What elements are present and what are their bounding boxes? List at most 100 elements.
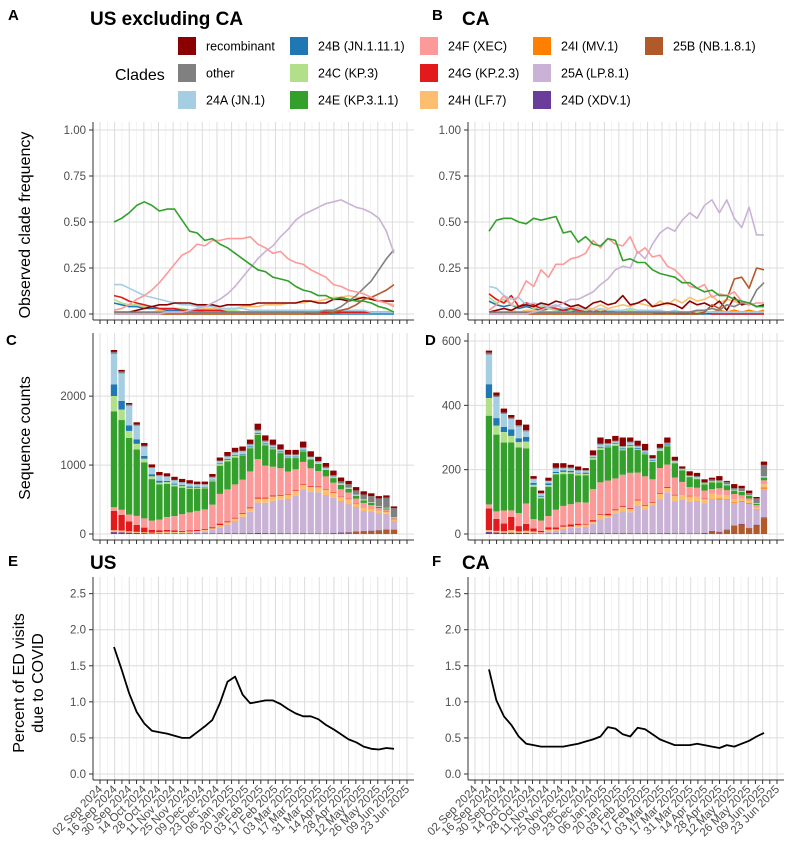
bar-segment	[649, 505, 656, 534]
bar-segment	[269, 439, 277, 445]
bar-segment	[118, 409, 125, 421]
legend-key	[420, 91, 438, 109]
bar-segment	[589, 521, 597, 524]
panel-label-f: F	[432, 553, 441, 570]
bar-segment	[508, 435, 515, 443]
bar-segment	[708, 481, 716, 482]
bar-segment	[746, 503, 753, 528]
bar-segment	[277, 452, 284, 454]
bar-segment	[254, 430, 261, 433]
bar-segment	[508, 532, 515, 534]
bar-segment	[552, 474, 559, 510]
bar-segment	[375, 530, 382, 534]
y-tick-label: 0.00	[439, 309, 461, 321]
bar-segment	[560, 470, 567, 472]
bar-segment	[746, 528, 753, 534]
bar-segment	[545, 527, 552, 530]
legend-label: 24G (KP.2.3)	[448, 67, 519, 81]
bar-segment	[284, 449, 292, 455]
bar-segment	[156, 532, 163, 534]
bar-segment	[300, 449, 307, 451]
bar-segment	[664, 492, 671, 534]
bar-segment	[627, 441, 634, 443]
bar-segment	[649, 533, 656, 534]
series-group-B	[488, 199, 765, 315]
panel-label-b: B	[432, 7, 443, 24]
bar-segment	[619, 474, 626, 506]
bar-segment	[649, 455, 656, 459]
bar-segment	[269, 449, 277, 467]
bar-segment	[284, 458, 292, 472]
bar-segment	[375, 508, 382, 511]
bar-segment	[597, 448, 604, 450]
bar-segment	[360, 502, 367, 507]
bar-segment	[133, 424, 140, 426]
bar-segment	[664, 487, 671, 493]
bar-segment	[597, 444, 604, 448]
bar-segment	[247, 508, 254, 512]
bar-segment	[148, 533, 155, 534]
bar-segment	[368, 503, 375, 506]
bar-segment	[163, 533, 171, 534]
bar-segment	[239, 451, 246, 454]
bar-segment	[679, 466, 686, 469]
bar-segment	[322, 469, 330, 470]
y-tick-label: 1.0	[70, 697, 86, 709]
legend-label: 24E (KP.3.1.1)	[318, 94, 398, 108]
y-tick-label: 200	[442, 465, 461, 477]
bar-segment	[254, 497, 261, 499]
bar-segment	[500, 412, 507, 414]
bar-segment	[322, 489, 330, 495]
bar-segment	[515, 526, 522, 532]
y-tick-label: 0.0	[70, 769, 86, 781]
bar-segment	[216, 460, 224, 462]
bar-segment	[163, 532, 171, 534]
bar-segment	[141, 533, 148, 534]
bar-segment	[209, 504, 216, 528]
bar-segment	[760, 488, 768, 518]
bar-segment	[262, 497, 269, 499]
bar-segment	[292, 469, 299, 491]
bar-segment	[738, 524, 745, 525]
bar-segment	[641, 504, 649, 506]
series-line	[114, 283, 394, 314]
bar-segment	[337, 496, 345, 498]
bar-segment	[224, 524, 231, 534]
bar-segment	[125, 521, 133, 532]
bar-segment	[552, 471, 559, 474]
bar-segment	[277, 453, 284, 469]
bar-segment	[239, 453, 246, 455]
bar-segment	[701, 484, 708, 491]
bar-segment	[523, 424, 530, 431]
bar-segment	[337, 501, 345, 503]
bar-segment	[330, 492, 337, 498]
bar-segment	[686, 501, 693, 534]
bar-segment	[664, 487, 671, 488]
bar-segment	[171, 476, 178, 480]
bar-segment	[567, 526, 574, 528]
bar-segment	[224, 521, 231, 523]
legend-key	[178, 37, 196, 55]
bar-segment	[716, 488, 723, 495]
bar-segment	[125, 425, 133, 431]
bar-segment	[269, 445, 277, 448]
bar-segment	[292, 533, 299, 534]
bar-segment	[224, 459, 231, 462]
bar-segment	[269, 466, 277, 496]
bar-segment	[171, 483, 178, 485]
bar-segment	[209, 474, 216, 477]
bar-segment	[345, 499, 352, 504]
bar-segment	[322, 476, 330, 490]
bar-segment	[148, 467, 155, 475]
bar-segment	[671, 501, 678, 534]
bar-segment	[383, 508, 390, 510]
bar-segment	[575, 470, 582, 473]
bar-segment	[141, 443, 148, 446]
bar-segment	[582, 502, 589, 525]
bar-segment	[634, 440, 641, 446]
y-tick-label: 400	[442, 400, 461, 412]
bar-segment	[671, 460, 678, 462]
bar-segment	[156, 530, 163, 533]
bar-segment	[567, 468, 574, 471]
